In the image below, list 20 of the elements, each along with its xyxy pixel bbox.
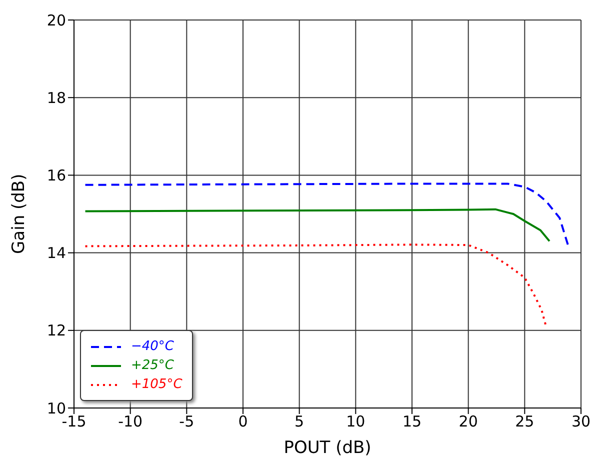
legend-label: −40°C xyxy=(131,339,174,354)
x-tick-label: 0 xyxy=(238,412,248,431)
y-tick-label: 20 xyxy=(46,11,66,30)
x-tick-label: -10 xyxy=(118,412,143,431)
y-tick-label: 16 xyxy=(46,166,66,185)
x-tick-label: 25 xyxy=(515,412,534,431)
line-series xyxy=(84,208,550,242)
y-axis-title: Gain (dB) xyxy=(9,174,30,254)
x-tick-label: -5 xyxy=(179,412,194,431)
x-axis-title: POUT (dB) xyxy=(284,438,372,458)
x-tick-label: 10 xyxy=(346,412,366,431)
legend-label: +25°C xyxy=(131,358,174,373)
x-tick-label: 15 xyxy=(402,412,422,431)
legend-label: +105°C xyxy=(131,377,182,392)
y-tick-label: 18 xyxy=(46,88,66,107)
y-tick-label: 12 xyxy=(46,322,66,340)
x-tick-label: 5 xyxy=(294,412,304,431)
x-tick-label: 30 xyxy=(571,412,591,431)
x-tick-label: 20 xyxy=(458,412,478,431)
y-tick-label: 14 xyxy=(46,244,66,262)
